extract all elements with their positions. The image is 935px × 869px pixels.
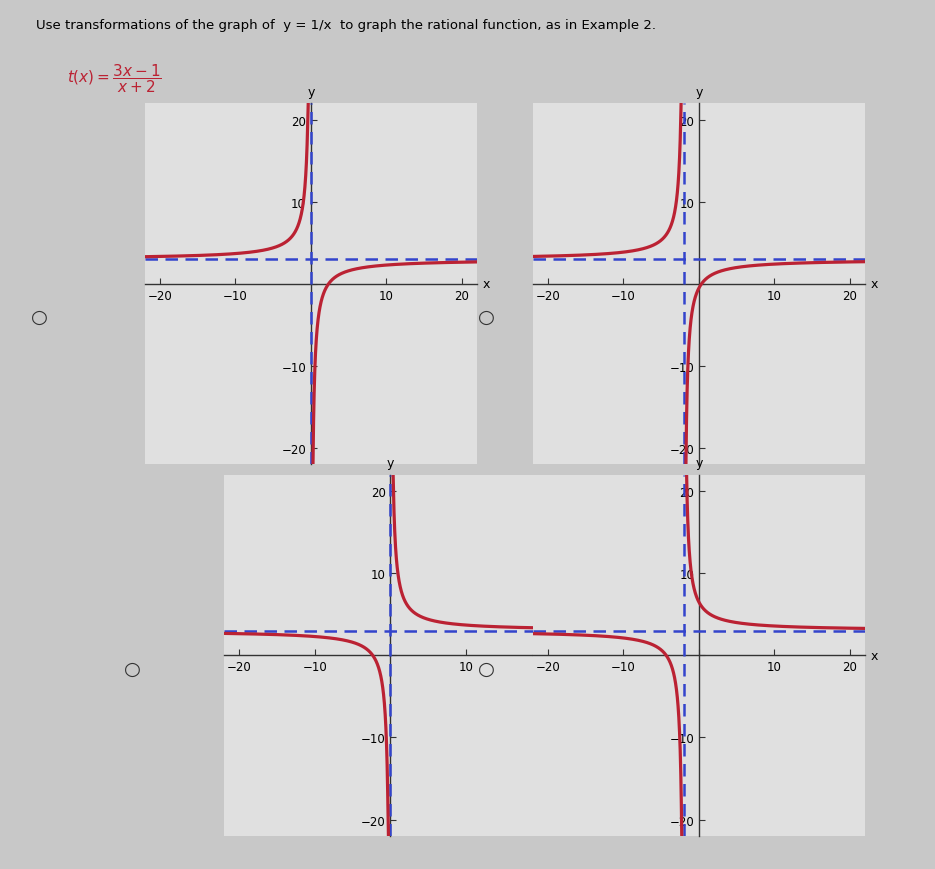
Text: ○: ○ [478,660,495,679]
Text: x: x [870,649,878,662]
Text: ○: ○ [31,308,48,327]
Text: y: y [308,86,314,99]
Text: y: y [696,86,702,99]
Text: x: x [482,278,490,291]
Text: ○: ○ [124,660,141,679]
Text: ○: ○ [478,308,495,327]
Text: y: y [387,457,394,470]
Text: $t(x) = \dfrac{3x-1}{x+2}$: $t(x) = \dfrac{3x-1}{x+2}$ [67,63,162,96]
Text: x: x [870,278,878,291]
Text: y: y [696,457,702,470]
Text: x: x [562,649,569,662]
Text: Use transformations of the graph of  y = 1/x  to graph the rational function, as: Use transformations of the graph of y = … [36,19,655,32]
